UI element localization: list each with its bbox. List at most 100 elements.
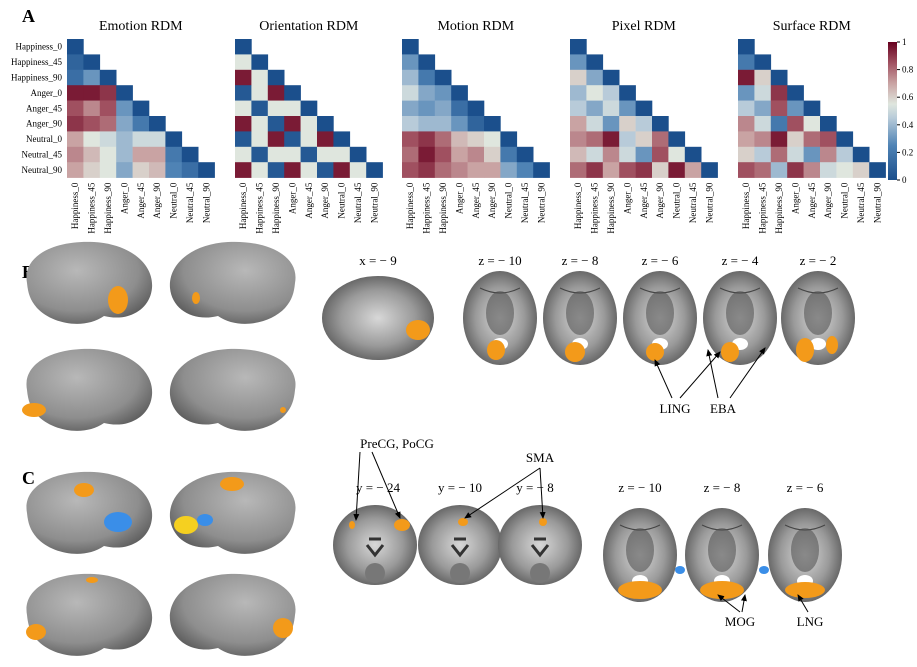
activation bbox=[349, 521, 355, 529]
rdm-cell bbox=[570, 39, 587, 55]
arrow bbox=[741, 594, 747, 613]
rdm-cell bbox=[652, 162, 669, 178]
rdm-cell bbox=[754, 100, 772, 117]
y-tick-label: Happiness_0 bbox=[16, 42, 63, 52]
rdm-cell bbox=[284, 146, 301, 163]
rdm-cell bbox=[467, 116, 485, 132]
rdm-cell bbox=[820, 146, 837, 163]
rdm-cell bbox=[83, 116, 101, 132]
rdm-cell bbox=[500, 131, 518, 148]
x-tick-label: Neutral_45 bbox=[688, 182, 698, 223]
x-tick-label: Anger_0 bbox=[454, 182, 464, 214]
rdm-cell bbox=[235, 116, 252, 132]
rdm-cell bbox=[770, 131, 788, 148]
x-tick-label: Neutral_90 bbox=[872, 182, 882, 223]
activation bbox=[108, 286, 128, 314]
rdm-cell bbox=[602, 69, 620, 86]
panel-label: A bbox=[22, 6, 35, 26]
rdm-cell bbox=[619, 162, 636, 178]
rdm-cell bbox=[738, 69, 755, 86]
rdm-cell bbox=[317, 162, 334, 178]
rdm-cell bbox=[251, 116, 269, 132]
x-tick-label: Happiness_0 bbox=[238, 182, 248, 229]
rdm-cell bbox=[738, 85, 755, 101]
rdm-cell bbox=[586, 100, 604, 117]
rdm-cell bbox=[418, 146, 436, 163]
rdm-cell bbox=[402, 54, 419, 71]
rdm-cell bbox=[820, 162, 837, 178]
rdm-cell bbox=[738, 131, 755, 148]
rdm-cell bbox=[619, 116, 636, 132]
rdm-cell bbox=[67, 116, 84, 132]
x-tick-label: Anger_0 bbox=[287, 182, 297, 214]
rdm-cell bbox=[366, 162, 383, 178]
rdm-title: Surface RDM bbox=[773, 19, 852, 34]
activation bbox=[539, 518, 547, 526]
annotation: EBA bbox=[710, 401, 737, 416]
brain-surface bbox=[169, 573, 296, 656]
arrow bbox=[654, 359, 673, 399]
rdm-cell bbox=[484, 162, 501, 178]
rdm-cell bbox=[754, 85, 772, 101]
brain-surface bbox=[26, 348, 153, 431]
rdm-cell bbox=[738, 146, 755, 163]
activation bbox=[22, 403, 46, 417]
rdm-cell bbox=[67, 146, 84, 163]
arrow bbox=[539, 467, 546, 519]
slice-label: y = − 8 bbox=[516, 480, 553, 495]
annotation: LING bbox=[659, 401, 690, 416]
activation bbox=[796, 338, 814, 362]
rdm-cell bbox=[83, 54, 101, 71]
rdm-cell bbox=[149, 131, 166, 148]
activation bbox=[675, 566, 685, 574]
rdm-cell bbox=[467, 131, 485, 148]
rdm-cell bbox=[586, 69, 604, 86]
rdm-cell bbox=[165, 146, 183, 163]
rdm-cell bbox=[754, 116, 772, 132]
rdm-cell bbox=[99, 85, 117, 101]
rdm-cell bbox=[317, 116, 334, 132]
activation bbox=[721, 342, 739, 362]
rdm-cell bbox=[652, 146, 669, 163]
rdm-cell bbox=[738, 116, 755, 132]
x-tick-label: Neutral_45 bbox=[520, 182, 530, 223]
arrow bbox=[464, 467, 541, 519]
rdm-cell bbox=[787, 146, 804, 163]
x-tick-label: Anger_0 bbox=[119, 182, 129, 214]
rdm-cell bbox=[402, 69, 419, 86]
rdm-cell bbox=[451, 100, 468, 117]
rdm-cell bbox=[132, 100, 150, 117]
rdm-cell bbox=[402, 162, 419, 178]
activation bbox=[759, 566, 769, 574]
rdm-cell bbox=[132, 131, 150, 148]
x-tick-label: Happiness_90 bbox=[774, 182, 784, 233]
rdm-cell bbox=[284, 85, 301, 101]
rdm-cell bbox=[235, 131, 252, 148]
rdm-cell bbox=[251, 162, 269, 178]
rdm-cell bbox=[451, 85, 468, 101]
annotation: PreCG, PoCG bbox=[360, 436, 434, 451]
annotation: SMA bbox=[526, 450, 555, 465]
rdm-cell bbox=[67, 69, 84, 86]
coronal-slice bbox=[331, 503, 419, 587]
rdm-cell bbox=[300, 162, 318, 178]
rdm-cell bbox=[300, 100, 318, 117]
rdm-cell bbox=[333, 146, 351, 163]
activation bbox=[197, 514, 213, 526]
rdm-cell bbox=[434, 162, 452, 178]
rdm-cell bbox=[132, 116, 150, 132]
rdm-cell bbox=[770, 116, 788, 132]
activation bbox=[86, 577, 98, 583]
rdm-cell bbox=[635, 100, 653, 117]
rdm-cell bbox=[418, 85, 436, 101]
slice-label: y = − 10 bbox=[438, 480, 482, 495]
x-tick-label: Neutral_0 bbox=[840, 182, 850, 218]
rdm-cell bbox=[99, 116, 117, 132]
rdm-cell bbox=[619, 85, 636, 101]
rdm-cell bbox=[402, 100, 419, 117]
rdm-matrices: Emotion RDM Happiness_0 Happiness_45 Happin… bbox=[11, 19, 914, 234]
annotation: LNG bbox=[797, 614, 824, 629]
rdm-cell bbox=[738, 39, 755, 55]
rdm-cell bbox=[83, 69, 101, 86]
rdm-cell bbox=[235, 162, 252, 178]
